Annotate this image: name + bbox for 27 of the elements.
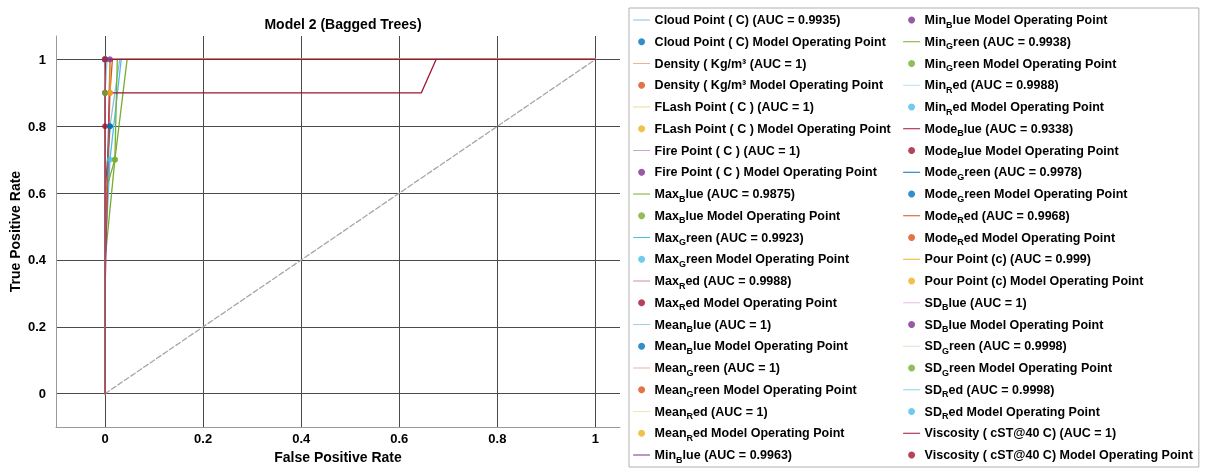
legend-label: Pour Point (c) (AUC = 0.999): [924, 252, 1091, 267]
legend-label: Density ( Kg/m³ Model Operating Point: [654, 78, 884, 93]
x-tick-label: 0.6: [390, 431, 409, 447]
y-tick-label: 0.4: [27, 252, 47, 268]
legend-label: Cloud Point ( C) (AUC = 0.9935): [654, 13, 841, 27]
y-tick-label: 0.6: [27, 185, 46, 201]
x-tick-label: 0.8: [488, 431, 507, 447]
legend-label: Viscosity ( cST@40 C) Model Operating Point: [924, 448, 1194, 462]
chart-title: Model 2 (Bagged Trees): [264, 16, 422, 32]
y-axis-title: True Positive Rate: [7, 170, 23, 293]
legend-label: Fire Point ( C ) Model Operating Point: [654, 165, 878, 180]
y-tick-label: 0.2: [27, 319, 46, 335]
x-tick-label: 0: [101, 431, 109, 447]
legend-label: Cloud Point ( C) Model Operating Point: [654, 34, 887, 49]
legend-label: Viscosity ( cST@40 C) (AUC = 1): [924, 426, 1117, 441]
legend-label: FLash Point ( C ) (AUC = 1): [654, 100, 814, 114]
legend-label: Density ( Kg/m³ (AUC = 1): [654, 56, 807, 71]
legend-label: Fire Point ( C ) (AUC = 1): [654, 143, 801, 158]
x-tick-label: 1: [591, 431, 600, 447]
x-tick-label: 0.2: [194, 431, 213, 447]
y-tick-label: 0.8: [27, 118, 46, 134]
x-tick-label: 0.4: [292, 431, 312, 447]
legend-label: Pour Point (c) Model Operating Point: [924, 274, 1145, 288]
x-axis-title: False Positive Rate: [274, 449, 403, 465]
legend-label: FLash Point ( C ) Model Operating Point: [654, 121, 892, 136]
y-tick-label: 0: [38, 386, 46, 402]
y-tick-label: 1: [38, 51, 46, 67]
